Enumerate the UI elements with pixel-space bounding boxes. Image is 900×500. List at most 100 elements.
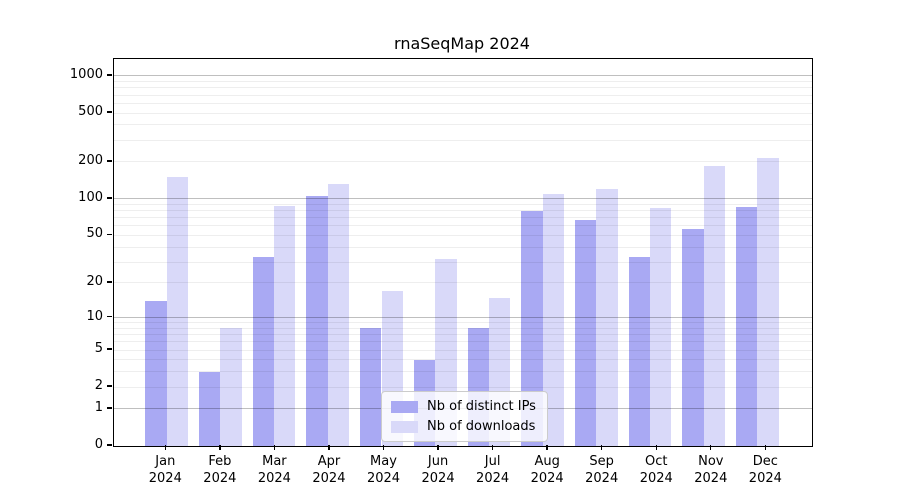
y-axis-tick (107, 281, 112, 283)
minor-gridline (114, 327, 812, 329)
x-axis-label: Jun 2024 (421, 454, 455, 486)
y-axis-tick (107, 348, 112, 350)
bar-oct-2024-nb-of-distinct-ips (628, 257, 650, 446)
bar-oct-2024-nb-of-downloads (650, 208, 672, 446)
x-axis-label: Apr 2024 (312, 454, 346, 486)
y-axis-tick (107, 407, 112, 409)
major-gridline (114, 317, 812, 319)
minor-gridline (114, 341, 812, 343)
minor-gridline (114, 349, 812, 351)
bar-dec-2024-nb-of-distinct-ips (736, 206, 758, 446)
x-axis-label: Jul 2024 (476, 454, 510, 486)
y-axis-label: 100 (78, 189, 103, 205)
y-axis-tick (107, 233, 112, 236)
x-axis-tick (764, 445, 767, 450)
y-axis-tick (107, 160, 112, 162)
y-axis-tick (107, 74, 112, 76)
bar-apr-2024-nb-of-distinct-ips (306, 196, 328, 446)
legend-swatch-downloads (391, 420, 418, 433)
x-axis-tick (601, 445, 603, 450)
bar-mar-2024-nb-of-downloads (274, 205, 296, 446)
bar-apr-2024-nb-of-downloads (327, 184, 350, 446)
minor-gridline (114, 261, 812, 263)
bar-nov-2024-nb-of-distinct-ips (682, 228, 704, 446)
y-axis-tick (107, 444, 112, 446)
legend-swatch-distinct-ips (391, 400, 418, 413)
y-axis-label: 20 (86, 273, 103, 289)
x-axis-label: Nov 2024 (694, 454, 728, 486)
bar-jan-2024-nb-of-distinct-ips (145, 300, 167, 446)
y-axis-tick (107, 315, 112, 318)
legend-label-downloads: Nb of downloads (427, 419, 536, 434)
x-axis-tick (710, 445, 712, 450)
minor-gridline (114, 217, 812, 219)
major-gridline (114, 75, 812, 77)
minor-gridline (114, 334, 812, 336)
bar-feb-2024-nb-of-downloads (220, 328, 242, 446)
minor-gridline (114, 87, 812, 89)
y-axis-label: 0 (94, 437, 103, 452)
y-axis-label: 5 (94, 341, 103, 357)
minor-gridline (114, 234, 812, 236)
x-axis-label: Sep 2024 (585, 454, 619, 486)
x-axis-tick (219, 445, 221, 450)
x-axis-tick (546, 445, 548, 450)
bar-jan-2024-nb-of-downloads (166, 177, 189, 446)
x-axis-label: Oct 2024 (639, 454, 673, 486)
bar-sep-2024-nb-of-distinct-ips (574, 220, 597, 446)
minor-gridline (114, 246, 812, 248)
y-axis-tick (107, 197, 112, 199)
minor-gridline (114, 210, 812, 212)
x-axis-tick (655, 445, 657, 450)
minor-gridline (114, 139, 812, 141)
x-axis-tick (164, 445, 166, 450)
legend-item-distinct-ips: Nb of distinct IPs (391, 399, 536, 414)
x-axis-label: Mar 2024 (257, 454, 291, 486)
minor-gridline (114, 112, 812, 114)
minor-gridline (114, 282, 812, 284)
x-axis-tick (273, 445, 276, 450)
bar-aug-2024-nb-of-downloads (542, 193, 564, 446)
bar-sep-2024-nb-of-downloads (596, 189, 618, 446)
y-axis-label: 50 (86, 226, 103, 242)
minor-gridline (114, 161, 812, 163)
minor-gridline (114, 124, 812, 126)
x-axis-label: May 2024 (366, 454, 401, 486)
y-axis-tick (107, 385, 112, 387)
minor-gridline (114, 81, 812, 83)
major-gridline (114, 198, 812, 200)
bar-nov-2024-nb-of-downloads (703, 166, 726, 446)
x-axis-tick (437, 445, 439, 450)
y-axis-label: 200 (78, 152, 103, 168)
x-axis-tick (491, 445, 494, 450)
x-axis-label: Aug 2024 (530, 454, 564, 486)
bar-aug-2024-nb-of-distinct-ips (521, 210, 543, 446)
bar-mar-2024-nb-of-distinct-ips (252, 257, 275, 446)
y-axis-label: 1000 (69, 66, 103, 82)
minor-gridline (114, 371, 812, 373)
bar-dec-2024-nb-of-downloads (757, 157, 779, 446)
minor-gridline (114, 386, 812, 388)
legend-item-downloads: Nb of downloads (391, 419, 536, 434)
minor-gridline (114, 102, 812, 104)
y-axis-label: 10 (86, 308, 103, 324)
y-axis-label: 500 (78, 104, 103, 120)
legend-label-distinct-ips: Nb of distinct IPs (427, 399, 536, 414)
plot-area: Nb of distinct IPs Nb of downloads (113, 58, 813, 447)
x-axis-label: Jan 2024 (148, 454, 182, 486)
minor-gridline (114, 94, 812, 96)
y-axis-tick (107, 111, 112, 113)
minor-gridline (114, 203, 812, 205)
bar-feb-2024-nb-of-distinct-ips (199, 371, 221, 446)
minor-gridline (114, 322, 812, 324)
chart-title: rnaSeqMap 2024 (394, 34, 530, 53)
x-axis-label: Feb 2024 (203, 454, 237, 486)
y-axis-label: 2 (94, 378, 103, 394)
minor-gridline (114, 225, 812, 227)
minor-gridline (114, 359, 812, 361)
legend: Nb of distinct IPs Nb of downloads (381, 391, 548, 442)
x-axis-tick (328, 445, 330, 450)
bar-may-2024-nb-of-distinct-ips (360, 328, 382, 446)
x-axis-tick (382, 445, 385, 450)
